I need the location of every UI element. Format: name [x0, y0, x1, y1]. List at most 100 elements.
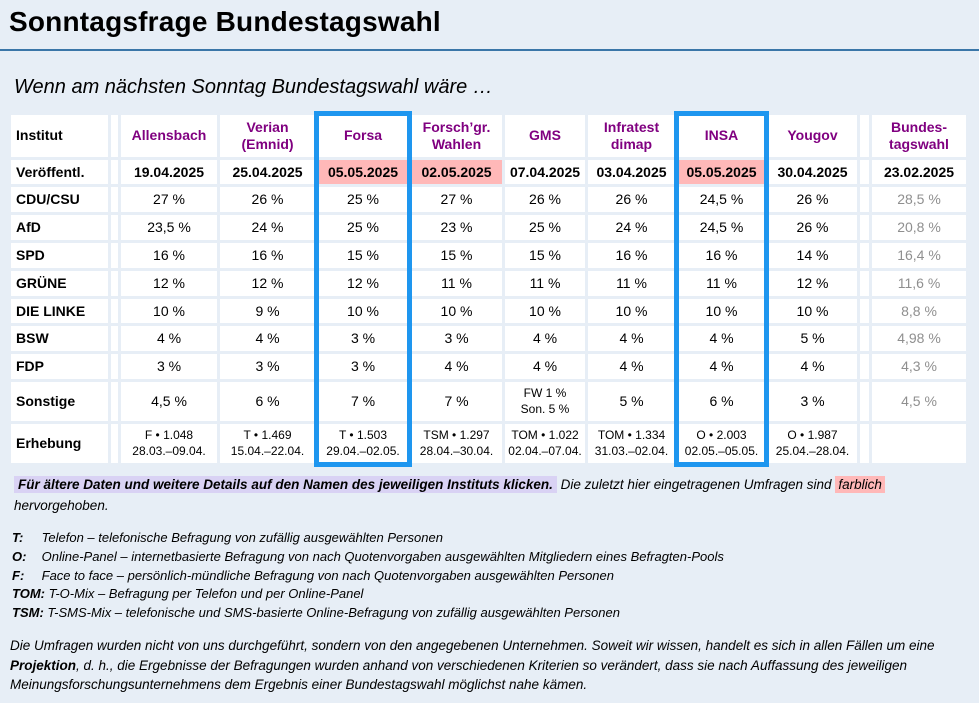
- party-row: CDU/CSU 27 % 26 % 25 % 27 % 26 % 26 % 24,5 % 26 …: [11, 187, 966, 213]
- institute-header[interactable]: INSA: [678, 115, 765, 157]
- value-cell: 12 %: [768, 270, 857, 296]
- corner-label: Institut: [11, 115, 108, 157]
- value-cell: 8,8 %: [872, 298, 966, 324]
- value-cell: 16 %: [588, 242, 675, 268]
- legend-term: O:: [12, 548, 27, 564]
- value-cell: 3 %: [318, 326, 408, 352]
- legend-line-o: O: Online-Panel – internetbasierte Befra…: [12, 548, 979, 567]
- party-label: DIE LINKE: [11, 298, 108, 324]
- institute-header[interactable]: Allensbach: [121, 115, 217, 157]
- value-cell: 3 %: [768, 381, 857, 422]
- value-cell: 25 %: [318, 215, 408, 240]
- survey-cell: TOM • 1.022 02.04.–07.04.: [505, 424, 585, 464]
- spacer-cell: [111, 270, 118, 296]
- value-cell: 25 %: [505, 215, 585, 240]
- value-cell: 10 %: [588, 298, 675, 324]
- value-cell: 4 %: [411, 354, 502, 379]
- value-cell: 24,5 %: [678, 215, 765, 240]
- value-cell: 10 %: [505, 298, 585, 324]
- institute-header: Bundes- tagswahl: [872, 115, 966, 157]
- published-cell: 19.04.2025: [121, 159, 217, 185]
- disclaimer-bold-word: Projektion: [10, 657, 77, 673]
- published-cell: 05.05.2025: [678, 159, 765, 185]
- table-wrap: Institut Allensbach Verian (Emnid) Forsa For…: [8, 111, 970, 468]
- method-legend: T: Telefon – telefonische Befragung von …: [12, 529, 979, 623]
- institute-header[interactable]: Forsch’gr. Wahlen: [411, 115, 502, 157]
- institute-header[interactable]: Forsa: [318, 115, 408, 157]
- value-cell: 4 %: [505, 326, 585, 352]
- spacer-cell: [111, 187, 118, 213]
- value-cell: 10 %: [678, 298, 765, 324]
- published-cell: 30.04.2025: [768, 159, 857, 185]
- survey-cell: O • 2.003 02.05.–05.05.: [678, 424, 765, 464]
- spacer-cell: [860, 242, 869, 268]
- spacer-cell: [111, 242, 118, 268]
- spacer-cell: [860, 326, 869, 352]
- poll-table: Institut Allensbach Verian (Emnid) Forsa For…: [8, 112, 969, 466]
- published-cell: 02.05.2025: [411, 159, 502, 185]
- legend-line-f: F: Face to face – persönlich-mündliche B…: [12, 567, 979, 586]
- legend-term: F:: [12, 567, 25, 583]
- institute-header[interactable]: Yougov: [768, 115, 857, 157]
- value-cell: 10 %: [768, 298, 857, 324]
- legend-line-tom: TOM: T-O-Mix – Befragung per Telefon und…: [12, 585, 979, 604]
- survey-cell: TSM • 1.297 28.04.–30.04.: [411, 424, 502, 464]
- value-cell: 12 %: [220, 270, 315, 296]
- value-cell: 20,8 %: [872, 215, 966, 240]
- spacer-cell: [860, 354, 869, 379]
- header-row: Institut Allensbach Verian (Emnid) Forsa For…: [11, 115, 966, 157]
- value-cell: 15 %: [411, 242, 502, 268]
- institute-header[interactable]: Infratest dimap: [588, 115, 675, 157]
- value-cell: 4 %: [678, 354, 765, 379]
- spacer-cell: [111, 381, 118, 422]
- value-cell: 4,98 %: [872, 326, 966, 352]
- value-cell: 27 %: [411, 187, 502, 213]
- value-cell: 4 %: [220, 326, 315, 352]
- value-cell: 6 %: [678, 381, 765, 422]
- disclaimer-before: Die Umfragen wurden nicht von uns durchg…: [10, 638, 935, 654]
- value-cell: 10 %: [121, 298, 217, 324]
- note-highlight-word: farblich: [835, 476, 885, 494]
- value-cell: 11 %: [588, 270, 675, 296]
- institute-header[interactable]: Verian (Emnid): [220, 115, 315, 157]
- spacer-cell: [860, 187, 869, 213]
- value-cell: 10 %: [411, 298, 502, 324]
- value-cell: 26 %: [768, 187, 857, 213]
- value-cell: 11 %: [678, 270, 765, 296]
- usage-note: Für ältere Daten und weitere Details auf…: [14, 475, 964, 516]
- value-cell: 7 %: [411, 381, 502, 422]
- value-cell: 4,5 %: [872, 381, 966, 422]
- survey-cell: O • 1.987 25.04.–28.04.: [768, 424, 857, 464]
- value-cell: 4 %: [588, 326, 675, 352]
- value-cell: 23 %: [411, 215, 502, 240]
- value-cell: 27 %: [121, 187, 217, 213]
- spacer-cell: [860, 298, 869, 324]
- survey-cell: T • 1.469 15.04.–22.04.: [220, 424, 315, 464]
- value-cell: 4,3 %: [872, 354, 966, 379]
- party-row: AfD 23,5 % 24 % 25 % 23 % 25 % 24 % 24,5 % 26 % 2…: [11, 215, 966, 240]
- value-cell: 12 %: [318, 270, 408, 296]
- value-cell: 28,5 %: [872, 187, 966, 213]
- value-cell: 16 %: [678, 242, 765, 268]
- survey-cell: [872, 424, 966, 464]
- value-cell: 9 %: [220, 298, 315, 324]
- published-label: Veröffentl.: [11, 159, 108, 185]
- legend-term: T:: [12, 529, 24, 545]
- value-cell: 25 %: [318, 187, 408, 213]
- published-row: Veröffentl. 19.04.2025 25.04.2025 05.05.202…: [11, 159, 966, 185]
- title-divider: [0, 49, 979, 51]
- note-tail: hervorgehoben.: [14, 497, 109, 513]
- legend-text: Telefon – telefonische Befragung von zuf…: [41, 529, 443, 545]
- spacer-cell: [860, 424, 869, 464]
- spacer-cell: [860, 270, 869, 296]
- value-cell: 4 %: [505, 354, 585, 379]
- value-cell: 24 %: [588, 215, 675, 240]
- spacer-cell: [111, 115, 118, 157]
- value-cell: 26 %: [505, 187, 585, 213]
- note-middle: Die zuletzt hier eingetragenen Umfragen …: [556, 477, 836, 493]
- note-click-hint: Für ältere Daten und weitere Details auf…: [14, 476, 557, 494]
- legend-text: Face to face – persönlich-mündliche Befr…: [41, 567, 614, 583]
- institute-header[interactable]: GMS: [505, 115, 585, 157]
- legend-line-tsm: TSM: T-SMS-Mix – telefonische und SMS-ba…: [12, 604, 979, 623]
- party-label: SPD: [11, 242, 108, 268]
